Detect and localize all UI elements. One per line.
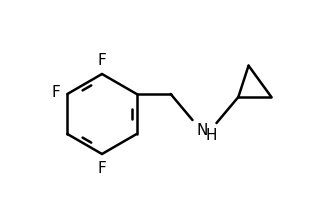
Text: F: F [98, 161, 106, 176]
Text: F: F [52, 84, 60, 99]
Text: F: F [98, 53, 106, 68]
Text: H: H [205, 128, 217, 143]
Text: N: N [196, 123, 208, 138]
